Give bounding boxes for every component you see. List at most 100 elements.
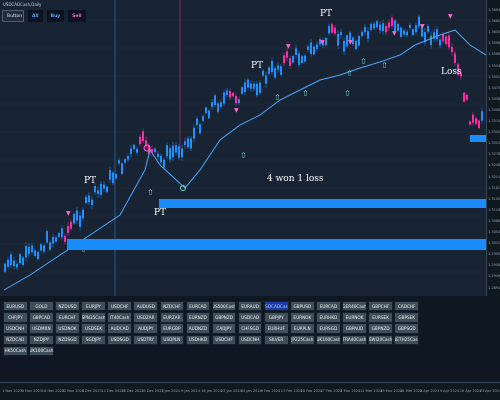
sell-button[interactable]: Sell [68, 10, 86, 22]
symbol-button[interactable]: GER40Cash [342, 301, 367, 312]
symbol-button[interactable]: CADCHF [394, 301, 419, 312]
symbol-button[interactable]: GBPSGD [394, 323, 419, 334]
sell-signal-arrow-icon: ▼ [420, 23, 425, 30]
symbol-button[interactable]: USDSEK [81, 323, 106, 334]
symbol-button[interactable]: SPN35Cash [81, 312, 106, 323]
symbol-button[interactable]: SILVER [263, 334, 289, 345]
price-axis[interactable]: 1.36940 1.36620 1.36300 1.35980 1.35660 1.353… [486, 0, 500, 296]
symbol-button[interactable]: NZDSGD [55, 334, 80, 345]
symbol-button[interactable]: GBPCAD [29, 312, 54, 323]
symbol-button[interactable]: USDCAD [237, 312, 263, 323]
symbol-button[interactable]: AUDJPY [133, 323, 159, 334]
symbol-button[interactable]: EURSEK [368, 312, 393, 323]
loss-label: Loss [441, 67, 462, 77]
symbol-button[interactable]: NETH25Cash [394, 334, 419, 345]
symbol-button[interactable]: USDPLN [159, 334, 185, 345]
symbol-button[interactable]: EURNZD [185, 312, 211, 323]
time-axis[interactable]: 1 Nov 2023 8 Nov 2023 16 Nov 2023 22 Nov 20… [0, 382, 500, 400]
candle-body [136, 148, 138, 153]
symbol-button[interactable]: JP225Cash [290, 334, 315, 345]
symbol-button[interactable]: AUDCAD [107, 323, 132, 334]
symbol-button[interactable]: GBPAUD [342, 323, 367, 334]
buy-signal-arrow-icon: ⇧ [240, 151, 247, 160]
button-menu[interactable]: Button [2, 10, 24, 22]
symbol-button[interactable]: UK100Cash [316, 334, 341, 345]
candle-body [61, 228, 63, 238]
price-chart[interactable]: ⇧⇧⇧⇧⇧⇧⇧⇧⇧▼▼▼▼▼▼▼▼ USDCADCash,Daily Butto… [0, 0, 486, 296]
symbol-button[interactable]: USDHKD [185, 334, 211, 345]
symbol-button[interactable]: GBPUSD [290, 301, 315, 312]
symbol-button[interactable]: EURJPY [81, 301, 106, 312]
symbol-button[interactable]: EURNOK [342, 312, 367, 323]
candle-body [460, 73, 462, 77]
time-axis-label: 9 Jan 2024 [181, 389, 200, 393]
symbol-button[interactable]: EURGBP [159, 323, 185, 334]
candle-body [25, 245, 27, 258]
candle-body [478, 120, 480, 129]
sell-signal-arrow-icon: ▼ [448, 13, 453, 20]
candle-body [271, 60, 273, 73]
candle-body [274, 68, 276, 78]
symbol-button[interactable]: EURCAD [316, 301, 341, 312]
symbol-button[interactable]: UK100Cash [29, 345, 54, 357]
symbol-button[interactable]: EURZAR [159, 312, 185, 323]
symbol-button[interactable]: EURHUF [263, 323, 289, 334]
symbol-button[interactable]: CADJPY [211, 323, 237, 334]
symbol-button[interactable]: USDCHF [107, 301, 132, 312]
symbol-button[interactable]: GBPNZD [368, 323, 393, 334]
symbol-button[interactable]: USDMXN [29, 323, 54, 334]
symbol-button[interactable]: GOLD [29, 301, 54, 312]
candle-body [169, 148, 171, 160]
symbol-button[interactable]: EURNOK [290, 312, 315, 323]
symbol-button[interactable]: GBPCHF [368, 301, 393, 312]
symbol-button[interactable]: CHFSGD [237, 323, 263, 334]
candle-body [307, 46, 309, 50]
symbol-button[interactable]: AUDUSD [133, 301, 159, 312]
candle-body [385, 25, 387, 33]
symbol-button[interactable]: USDCNH [237, 334, 263, 345]
symbol-button[interactable]: USDSGD [107, 334, 132, 345]
symbol-button[interactable]: EURHKD [316, 312, 341, 323]
symbol-button[interactable]: USDCADCash [263, 301, 289, 312]
symbol-button[interactable]: USDCNH [3, 323, 28, 334]
candle-body [208, 110, 210, 119]
symbol-button[interactable]: CHFJPY [3, 312, 28, 323]
price-axis-label: 1.36940 [488, 8, 500, 12]
symbol-button[interactable]: EURSGD [316, 323, 341, 334]
symbol-button[interactable]: USDZAR [133, 312, 159, 323]
symbol-button[interactable]: SGDJPY [81, 334, 106, 345]
candle-body [256, 83, 258, 96]
candlestick-chart[interactable]: ⇧⇧⇧⇧⇧⇧⇧⇧⇧▼▼▼▼▼▼▼▼ [0, 0, 486, 296]
symbol-button[interactable]: NZDCAD [3, 334, 28, 345]
symbol-button[interactable]: FRA40Cash [342, 334, 367, 345]
symbol-button[interactable]: EURCHF [55, 312, 80, 323]
symbol-button[interactable]: SWI20Cash [368, 334, 393, 345]
price-axis-label: 1.32460 [488, 163, 500, 168]
symbol-button[interactable]: GBPJPY [263, 312, 289, 323]
symbol-button[interactable]: NZDUSD [55, 301, 80, 312]
symbol-button[interactable]: IT40Cash [107, 312, 132, 323]
time-axis-label: 16 Apr 2024 [459, 389, 482, 393]
symbol-selector-panel: EURUSD GOLD NZDUSD EURJPY USDCHF AUDUSD NZDCHF… [0, 296, 500, 382]
symbol-button[interactable]: USDCHF [211, 334, 237, 345]
symbol-button[interactable]: EURPLN [290, 323, 315, 334]
symbol-button[interactable]: AUDNZD [185, 323, 211, 334]
symbol-button[interactable]: GBPSEK [394, 312, 419, 323]
symbol-button[interactable]: USDNOK [55, 323, 80, 334]
symbol-button[interactable]: NZDCHF [159, 301, 185, 312]
symbol-button[interactable]: EURUSD [3, 301, 28, 312]
symbol-button[interactable]: USDTRY [133, 334, 159, 345]
candle-body [343, 40, 345, 52]
candle-body [181, 148, 183, 158]
buy-signal-arrow-icon: ⇧ [302, 89, 309, 98]
all-button[interactable]: All [28, 10, 43, 22]
buy-button[interactable]: Buy [46, 10, 65, 22]
symbol-button[interactable]: US500Cash [211, 301, 237, 312]
symbol-button[interactable]: GBPNZD [211, 312, 237, 323]
candle-body [130, 148, 132, 155]
candle-body [247, 79, 249, 88]
symbol-button[interactable]: EURCAD [185, 301, 211, 312]
symbol-button[interactable]: HK50Cash [3, 345, 28, 357]
symbol-button[interactable]: EURAUD [237, 301, 263, 312]
symbol-button[interactable]: NZDJPY [29, 334, 54, 345]
